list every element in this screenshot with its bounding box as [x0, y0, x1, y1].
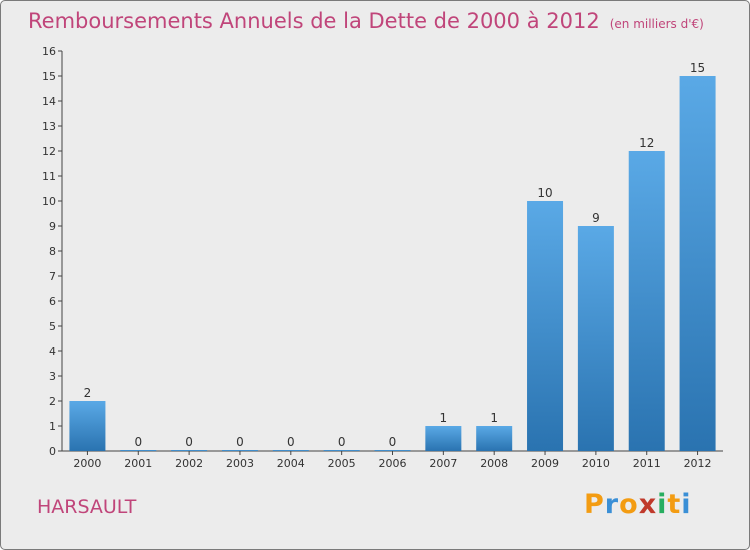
- proxiti-logo: Proxiti: [584, 489, 692, 520]
- bar: [272, 450, 309, 451]
- chart-title: Remboursements Annuels de la Dette de 20…: [28, 9, 704, 33]
- bar-value-label: 15: [690, 61, 705, 75]
- y-tick-label: 7: [49, 270, 56, 283]
- y-tick-label: 0: [49, 445, 56, 458]
- bar: [476, 426, 513, 451]
- x-tick-label: 2004: [277, 457, 305, 470]
- bar-value-label: 10: [537, 186, 552, 200]
- y-tick-label: 4: [49, 345, 56, 358]
- y-tick-label: 2: [49, 395, 56, 408]
- bar-value-label: 0: [236, 435, 244, 449]
- bar-value-label: 12: [639, 136, 654, 150]
- commune-name: HARSAULT: [37, 496, 137, 518]
- logo-letter: i: [681, 489, 692, 520]
- bar: [171, 450, 208, 451]
- bar: [577, 226, 614, 451]
- bar-value-label: 0: [185, 435, 193, 449]
- y-tick-label: 14: [42, 95, 56, 108]
- x-tick-label: 2007: [429, 457, 457, 470]
- y-tick-label: 12: [42, 145, 56, 158]
- bar: [527, 201, 564, 451]
- bar-value-label: 2: [84, 386, 92, 400]
- bar: [628, 151, 665, 451]
- y-tick-label: 8: [49, 245, 56, 258]
- x-tick-label: 2008: [480, 457, 508, 470]
- bar: [120, 450, 157, 451]
- logo-letter: i: [657, 489, 668, 520]
- x-tick-label: 2001: [124, 457, 152, 470]
- x-tick-label: 2011: [633, 457, 661, 470]
- y-tick-label: 5: [49, 320, 56, 333]
- x-tick-label: 2002: [175, 457, 203, 470]
- x-tick-label: 2009: [531, 457, 559, 470]
- bar-value-label: 0: [287, 435, 295, 449]
- chart-unit: (en milliers d'€): [609, 17, 704, 31]
- y-tick-label: 15: [42, 70, 56, 83]
- x-tick-label: 2005: [328, 457, 356, 470]
- logo-letter: P: [584, 489, 605, 520]
- bar: [425, 426, 462, 451]
- y-tick-label: 16: [42, 45, 56, 58]
- logo-letter: x: [638, 489, 658, 520]
- y-tick-label: 10: [42, 195, 56, 208]
- bar: [323, 450, 360, 451]
- bar-value-label: 9: [592, 211, 600, 225]
- x-tick-label: 2003: [226, 457, 254, 470]
- y-tick-label: 1: [49, 420, 56, 433]
- bar-value-label: 0: [338, 435, 346, 449]
- logo-letter: o: [619, 489, 639, 520]
- bar-value-label: 1: [490, 411, 498, 425]
- x-tick-label: 2012: [684, 457, 712, 470]
- y-tick-label: 9: [49, 220, 56, 233]
- bar-value-label: 0: [134, 435, 142, 449]
- bar-value-label: 0: [389, 435, 397, 449]
- y-tick-label: 13: [42, 120, 56, 133]
- x-tick-label: 2006: [379, 457, 407, 470]
- y-tick-label: 11: [42, 170, 56, 183]
- x-tick-label: 2000: [73, 457, 101, 470]
- bar: [374, 450, 411, 451]
- logo-letter: r: [604, 489, 620, 520]
- logo-letter: t: [667, 489, 682, 520]
- chart-title-text: Remboursements Annuels de la Dette de 20…: [28, 9, 600, 33]
- bar-value-label: 1: [440, 411, 448, 425]
- x-tick-label: 2010: [582, 457, 610, 470]
- bar: [221, 450, 258, 451]
- bar: [69, 401, 106, 451]
- bar: [679, 76, 716, 451]
- y-tick-label: 3: [49, 370, 56, 383]
- y-tick-label: 6: [49, 295, 56, 308]
